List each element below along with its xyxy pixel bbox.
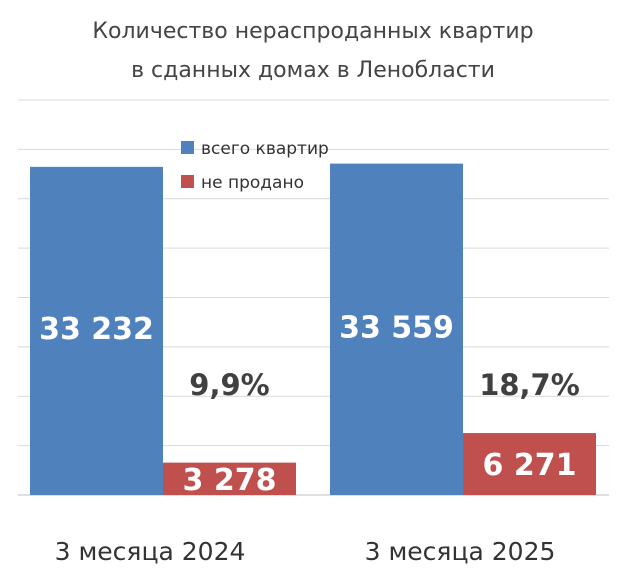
data-label-unsold-0: 3 278 — [183, 463, 277, 498]
data-label-unsold-1: 6 271 — [483, 448, 577, 483]
data-label-total-1: 33 559 — [339, 310, 454, 345]
bar-unsold-1 — [463, 433, 596, 495]
legend-label-total: всего квартир — [201, 139, 329, 159]
category-label-2024: 3 месяца 2024 — [55, 537, 246, 566]
percent-annotation-1: 18,7% — [479, 368, 580, 402]
data-label-total-0: 33 232 — [39, 312, 154, 347]
legend: всего квартир не продано — [181, 139, 329, 193]
category-label-2025: 3 месяца 2025 — [365, 537, 556, 566]
legend-label-unsold: не продано — [201, 173, 304, 193]
legend-swatch-total — [181, 141, 194, 154]
labels: 33 232 3 278 9,9% 33 559 6 271 18,7% — [39, 310, 580, 498]
legend-swatch-unsold — [181, 175, 194, 188]
bar-unsold-0 — [163, 462, 296, 495]
bars — [30, 163, 596, 496]
bar-total-1 — [330, 163, 463, 496]
chart-title-line-2: в сданных домах в Ленобласти — [131, 58, 495, 83]
percent-annotation-0: 9,9% — [189, 368, 269, 402]
bar-total-0 — [30, 166, 163, 496]
chart-title-line-1: Количество нераспроданных квартир — [92, 19, 533, 44]
